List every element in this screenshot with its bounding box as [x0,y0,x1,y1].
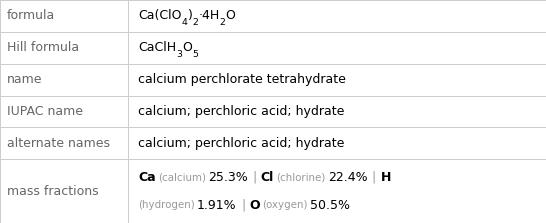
Text: |: | [372,171,376,184]
Text: 25.3%: 25.3% [208,171,248,184]
Text: 2: 2 [192,18,198,27]
Text: mass fractions: mass fractions [7,185,98,198]
Text: |: | [241,199,245,212]
Text: 1.91%: 1.91% [197,199,237,212]
Text: 2: 2 [219,18,225,27]
Text: ·4H: ·4H [198,9,219,23]
Text: calcium; perchloric acid; hydrate: calcium; perchloric acid; hydrate [138,105,345,118]
Text: 22.4%: 22.4% [328,171,367,184]
Text: (calcium): (calcium) [158,172,206,182]
Text: alternate names: alternate names [7,137,110,150]
Text: (hydrogen): (hydrogen) [138,200,195,210]
Text: Ca(ClO: Ca(ClO [138,9,182,23]
Text: name: name [7,73,42,86]
Text: O: O [182,41,192,54]
Text: Ca: Ca [138,171,156,184]
Text: |: | [252,171,257,184]
Text: Hill formula: Hill formula [7,41,79,54]
Text: 3: 3 [176,50,182,59]
Text: calcium perchlorate tetrahydrate: calcium perchlorate tetrahydrate [138,73,346,86]
Text: 50.5%: 50.5% [310,199,350,212]
Text: H: H [381,171,391,184]
Text: formula: formula [7,9,55,23]
Text: CaClH: CaClH [138,41,176,54]
Text: ): ) [187,9,192,23]
Text: 5: 5 [192,50,198,59]
Text: Cl: Cl [261,171,274,184]
Text: (oxygen): (oxygen) [263,200,308,210]
Text: O: O [225,9,235,23]
Text: calcium; perchloric acid; hydrate: calcium; perchloric acid; hydrate [138,137,345,150]
Text: 4: 4 [182,18,187,27]
Text: (chlorine): (chlorine) [276,172,325,182]
Text: O: O [250,199,260,212]
Text: IUPAC name: IUPAC name [7,105,82,118]
